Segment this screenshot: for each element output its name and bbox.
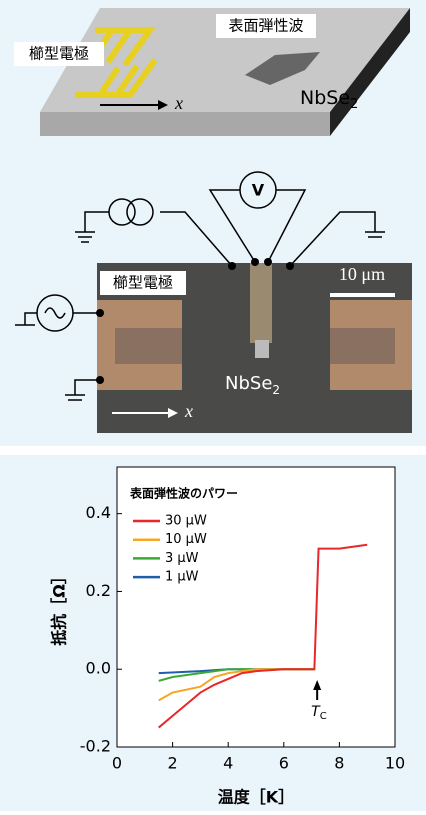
flake bbox=[255, 340, 269, 358]
sample-label: NbSe2 bbox=[300, 87, 358, 112]
scale-text: 10 μm bbox=[339, 264, 385, 284]
legend-label: 3 μW bbox=[165, 551, 199, 566]
substrate-front bbox=[40, 112, 330, 136]
x-tick-label: 8 bbox=[334, 754, 344, 773]
comb bbox=[115, 328, 182, 364]
legend-label: 30 μW bbox=[165, 514, 207, 529]
legend-label: 1 μW bbox=[165, 570, 199, 585]
annotation-sub: C bbox=[320, 711, 327, 722]
sample-text: NbSe bbox=[225, 373, 272, 394]
x-tick-label: 4 bbox=[223, 754, 233, 773]
contact bbox=[251, 258, 259, 266]
voltmeter: V bbox=[252, 181, 265, 200]
contact bbox=[264, 258, 272, 266]
contact bbox=[286, 262, 294, 270]
y-tick-label: 0.2 bbox=[86, 581, 111, 600]
sample-label: NbSe2 bbox=[225, 373, 280, 397]
x-tick-label: 2 bbox=[168, 754, 178, 773]
y-tick-label: -0.2 bbox=[80, 737, 111, 756]
contact bbox=[96, 376, 104, 384]
y-tick-label: 0.0 bbox=[86, 659, 111, 678]
plot-area bbox=[117, 467, 395, 747]
x-tick-label: 10 bbox=[385, 754, 405, 773]
y-axis-label: 抵抗［Ω］ bbox=[50, 568, 69, 646]
sample-sub: 2 bbox=[272, 383, 280, 397]
x-axis-label: 温度［K］ bbox=[217, 788, 294, 807]
sample-text: NbSe bbox=[300, 87, 350, 109]
x-tick-label: 6 bbox=[279, 754, 289, 773]
comb bbox=[330, 328, 395, 364]
x-tick-label: 0 bbox=[112, 754, 122, 773]
x-label: x bbox=[184, 401, 193, 421]
sample-sub: 2 bbox=[350, 97, 358, 112]
figure: 表面弾性波 櫛型電極 x NbSe2 V 10 μm 櫛型電極 NbSe2 x … bbox=[0, 0, 426, 811]
leads bbox=[250, 263, 272, 343]
y-tick-label: 0.4 bbox=[86, 503, 111, 522]
x-label: x bbox=[174, 93, 183, 113]
legend-label: 10 μW bbox=[165, 532, 207, 547]
legend-title: 表面弾性波のパワー bbox=[129, 486, 238, 501]
contact bbox=[96, 309, 104, 317]
electrode-label: 櫛型電極 bbox=[29, 45, 89, 63]
saw-label: 表面弾性波 bbox=[228, 17, 303, 35]
electrode-label: 櫛型電極 bbox=[113, 274, 173, 292]
contact bbox=[228, 262, 236, 270]
